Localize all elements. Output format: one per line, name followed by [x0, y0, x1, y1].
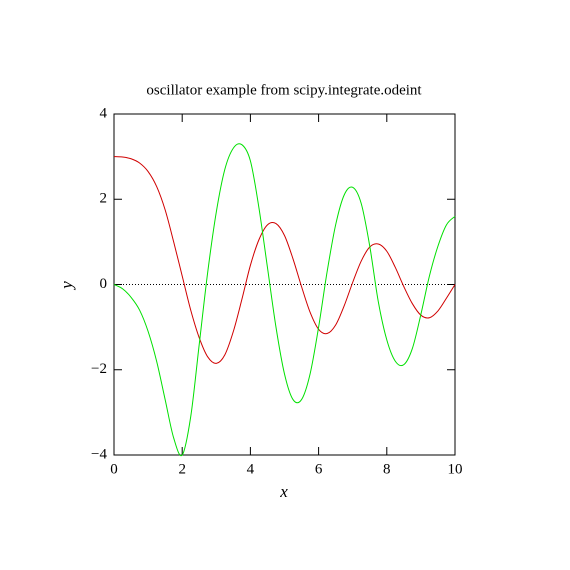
x-tick-label: 0 — [110, 461, 118, 477]
y-tick-label: 4 — [100, 105, 108, 121]
x-tick-label: 2 — [178, 461, 186, 477]
y-tick-label: −2 — [91, 361, 107, 377]
y-tick-label: 2 — [100, 191, 108, 207]
x-tick-label: 8 — [383, 461, 391, 477]
x-tick-label: 6 — [315, 461, 323, 477]
chart-title: oscillator example from scipy.integrate.… — [146, 82, 422, 98]
y-tick-label: −4 — [91, 446, 107, 462]
y-tick-label: 0 — [100, 276, 108, 292]
x-axis-title: x — [279, 482, 288, 501]
y-axis-title: y — [57, 281, 76, 291]
line-series — [113, 143, 456, 457]
x-tick-label: 10 — [448, 461, 463, 477]
x-tick-label: 4 — [247, 461, 255, 477]
line-series — [113, 156, 456, 364]
